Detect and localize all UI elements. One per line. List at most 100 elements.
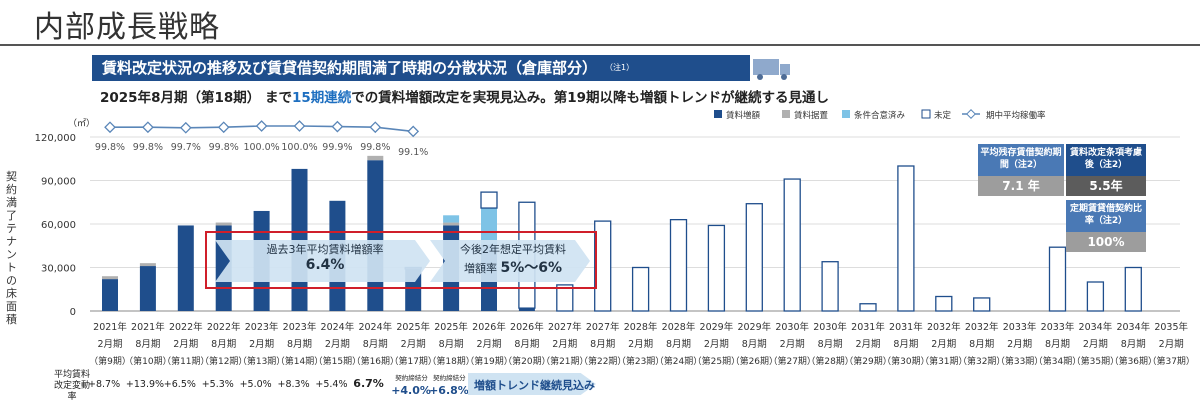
occupancy-label: 100.0% xyxy=(281,142,317,153)
x-tick-year: 2024年 xyxy=(358,321,392,333)
legend-swatch xyxy=(714,110,722,118)
future-arrow-value: 5%〜6% xyxy=(500,260,563,276)
legend-label: 条件合意済み xyxy=(854,110,906,121)
x-tick-month: 8月期 xyxy=(818,339,843,350)
x-tick-year: 2030年 xyxy=(775,321,809,333)
title-divider xyxy=(0,44,1200,46)
x-tick-month: 8月期 xyxy=(439,339,464,350)
x-tick-month: 8月期 xyxy=(211,339,236,350)
kpi-considered-label-text: 賃料改定条項考慮後（注2） xyxy=(1069,148,1142,170)
x-tick-year: 2035年 xyxy=(1154,321,1188,333)
legend-label: 未定 xyxy=(934,110,952,121)
kpi-fixed-label-text: 定期賃貸借契約比率（注2） xyxy=(1069,204,1142,226)
x-tick-period: （第15期） xyxy=(314,355,361,367)
x-tick-month: 8月期 xyxy=(1045,339,1070,350)
banner-title: 賃料改定状況の推移及び賃貸借契約期間満了時期の分散状況（倉庫部分） xyxy=(102,59,598,77)
occupancy-label: 99.8% xyxy=(95,142,125,153)
highlight-box xyxy=(205,231,597,289)
rate-value: +4.0% xyxy=(391,384,431,397)
bar-undecided xyxy=(669,218,688,312)
occupancy-point xyxy=(255,120,268,132)
x-tick-year: 2028年 xyxy=(624,321,658,333)
x-tick-year: 2021年 xyxy=(93,321,127,333)
occupancy-point xyxy=(369,121,382,134)
future-arrow-shape xyxy=(430,240,590,282)
x-tick-period: （第9期） xyxy=(89,355,131,367)
occupancy-point xyxy=(104,121,116,134)
x-tick-year: 2021年 xyxy=(131,321,165,333)
occupancy-label: 99.1% xyxy=(398,147,428,158)
rate-value: +6.5% xyxy=(163,379,196,390)
x-tick-year: 2032年 xyxy=(965,321,999,333)
x-tick-month: 2月期 xyxy=(1083,339,1108,350)
trend-arrow xyxy=(468,373,596,395)
future-arrow-text: 今後2年想定平均賃料 増額率 5%〜6% xyxy=(448,241,578,277)
x-tick-year: 2034年 xyxy=(1116,321,1150,333)
occupancy-label: 100.0% xyxy=(243,142,279,153)
legend-swatch xyxy=(782,110,790,118)
occupancy-label: 99.8% xyxy=(133,142,163,153)
bar-increase xyxy=(139,266,156,311)
x-tick-month: 2月期 xyxy=(1007,339,1032,350)
x-tick-year: 2023年 xyxy=(283,321,317,333)
occupancy-label: 99.7% xyxy=(171,142,201,153)
x-tick-period: （第10期） xyxy=(124,355,171,367)
x-tick-year: 2034年 xyxy=(1079,321,1113,333)
x-tick-period: （第20期） xyxy=(503,355,550,367)
occupancy-point xyxy=(293,120,306,132)
kpi-remaining-label-text: 平均残存賃借契約期間（注2） xyxy=(980,148,1062,170)
y-tick-label: 30,000 xyxy=(41,264,76,275)
x-tick-year: 2026年 xyxy=(510,321,544,333)
rate-value: 6.7% xyxy=(353,377,384,390)
x-tick-period: （第18期） xyxy=(427,355,474,367)
rate-row-label: 平均賃料改定変動率 xyxy=(53,370,90,402)
rate-value: +6.8% xyxy=(429,384,469,397)
bar-flat xyxy=(102,276,118,280)
bar-flat xyxy=(215,222,232,226)
x-tick-period: （第32期） xyxy=(958,355,1005,367)
x-tick-month: 8月期 xyxy=(590,339,615,350)
x-tick-period: （第37期） xyxy=(1147,355,1194,367)
bar-undecided xyxy=(1048,246,1067,312)
x-tick-month: 8月期 xyxy=(363,339,388,350)
x-tick-month: 8月期 xyxy=(135,339,160,350)
occupancy-point xyxy=(331,120,344,133)
bar-increase xyxy=(518,308,535,311)
x-tick-year: 2029年 xyxy=(700,321,734,333)
x-tick-period: （第34期） xyxy=(1034,355,1081,367)
x-tick-period: （第17期） xyxy=(389,355,436,367)
rate-tag: 契約締結分 xyxy=(433,374,466,382)
x-tick-period: （第11期） xyxy=(162,355,209,367)
bar-undecided xyxy=(783,178,801,312)
x-tick-period: （第30期） xyxy=(882,355,929,367)
bar-increase xyxy=(177,225,194,311)
page-title: 内部成長戦略 xyxy=(34,10,220,45)
banner-note: （注1） xyxy=(609,63,635,72)
x-tick-month: 2月期 xyxy=(780,339,805,350)
occupancy-point xyxy=(217,121,230,134)
occupancy-label: 99.8% xyxy=(209,142,239,153)
rate-value: +5.4% xyxy=(315,379,348,390)
occupancy-label: 99.9% xyxy=(322,142,352,153)
x-tick-month: 2月期 xyxy=(704,339,729,350)
legend-swatch xyxy=(842,110,850,118)
y-tick-label: 60,000 xyxy=(41,220,76,231)
x-tick-month: 8月期 xyxy=(742,339,767,350)
kpi-fixed-value: 100% xyxy=(1066,232,1146,252)
occupancy-point xyxy=(142,121,154,134)
x-tick-year: 2027年 xyxy=(586,321,620,333)
x-tick-year: 2033年 xyxy=(1003,321,1037,333)
rate-value: +8.3% xyxy=(277,379,310,390)
x-tick-period: （第24期） xyxy=(655,355,702,367)
x-tick-year: 2029年 xyxy=(737,321,771,333)
bar-undecided xyxy=(594,220,612,312)
x-tick-year: 2025年 xyxy=(434,321,468,333)
x-tick-period: （第36期） xyxy=(1110,355,1157,367)
occupancy-point xyxy=(407,125,420,138)
x-tick-period: （第26期） xyxy=(731,355,778,367)
x-tick-month: 8月期 xyxy=(287,339,312,350)
x-tick-year: 2025年 xyxy=(396,321,430,333)
truck-icon xyxy=(753,59,790,80)
bar-undecided xyxy=(1124,266,1142,312)
